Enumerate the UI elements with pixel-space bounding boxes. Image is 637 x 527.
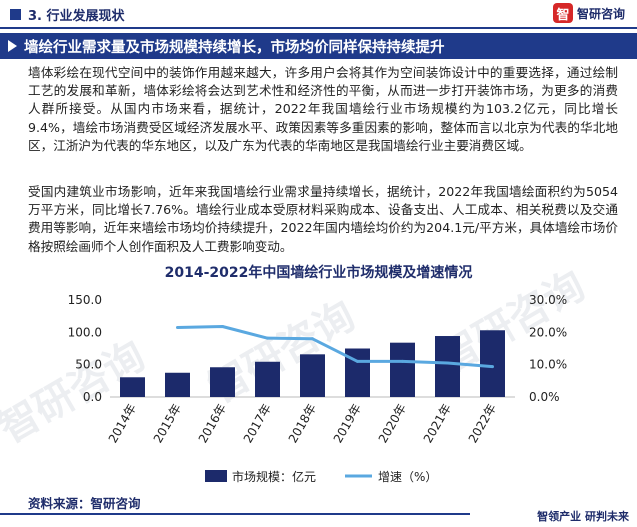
banner-title: 墙绘行业需求量及市场规模持续增长，市场均价同样保持持续提升 <box>24 40 445 56</box>
paragraph-market-size: 墙体彩绘在现代空间中的装饰作用越来越大，许多用户会将其作为空间装饰设计中的重要选… <box>28 65 618 153</box>
data-source: 资料来源：智研咨询 <box>28 496 141 511</box>
legend-bar-label: 市场规模：亿元 <box>232 469 316 484</box>
bar <box>300 354 325 397</box>
section-label: 3. 行业发展现状 <box>28 9 125 24</box>
market-size-growth-chart: 0.0 50.0 100.0 150.0 0.0% 10.0% 20.0% 30.0% 2014… <box>68 293 567 484</box>
category-tick-label: 2022年 <box>466 402 499 446</box>
footer-slogan: 智领产业 研判未来 <box>537 510 629 523</box>
category-tick-label: 2020年 <box>376 402 409 446</box>
bar <box>255 361 280 397</box>
category-tick-label: 2017年 <box>241 402 274 446</box>
growth-point <box>446 361 449 365</box>
chart-title: 2014-2022年中国墙绘行业市场规模及增速情况 <box>164 265 473 281</box>
growth-point <box>221 325 224 329</box>
section-marker-icon <box>10 9 21 20</box>
growth-point <box>401 359 404 363</box>
footer-divider <box>0 513 470 515</box>
paragraph-demand: 受国内建筑业市场影响，近年来我国墙绘行业需求量持续增长，据统计，2022年我国墙… <box>28 184 618 254</box>
footer-bar: 智领产业 研判未来 <box>0 510 637 527</box>
category-tick-label: 2015年 <box>151 402 184 446</box>
right-axis-tick-label: 10.0% <box>529 358 567 372</box>
brand-logo: 智 智研咨询 <box>552 3 625 23</box>
category-tick-label: 2016年 <box>196 402 229 446</box>
category-tick-label: 2019年 <box>331 402 364 446</box>
growth-point <box>176 325 179 329</box>
legend-line-label: 增速（%） <box>378 470 437 484</box>
left-axis-tick-label: 0.0 <box>83 390 102 404</box>
top-bar: 3. 行业发展现状 智 智研咨询 <box>0 0 637 30</box>
right-axis-tick-label: 0.0% <box>529 390 560 404</box>
legend-bar-swatch <box>205 470 227 482</box>
right-axis-tick-label: 30.0% <box>529 293 567 307</box>
growth-point <box>311 337 314 341</box>
header-divider <box>0 27 637 29</box>
category-tick-label: 2021年 <box>421 402 454 446</box>
left-axis-tick-label: 100.0 <box>68 325 102 339</box>
growth-point <box>491 365 494 369</box>
bar <box>210 367 235 397</box>
section-banner: 墙绘行业需求量及市场规模持续增长，市场均价同样保持持续提升 <box>0 33 637 59</box>
category-tick-label: 2014年 <box>106 402 139 446</box>
bar <box>435 336 460 397</box>
triangle-icon <box>8 40 17 52</box>
growth-point <box>356 359 359 363</box>
bar <box>120 377 145 397</box>
left-axis-tick-label: 150.0 <box>68 293 102 307</box>
growth-line <box>177 325 493 369</box>
right-axis-tick-label: 20.0% <box>529 325 567 339</box>
brand-mark-icon: 智 <box>552 3 573 23</box>
bar <box>390 342 415 397</box>
bar <box>165 372 190 397</box>
bar <box>480 330 505 397</box>
growth-point <box>266 336 269 340</box>
category-tick-label: 2018年 <box>286 402 319 446</box>
brand-name: 智研咨询 <box>576 6 625 21</box>
left-axis-tick-label: 50.0 <box>75 358 102 372</box>
